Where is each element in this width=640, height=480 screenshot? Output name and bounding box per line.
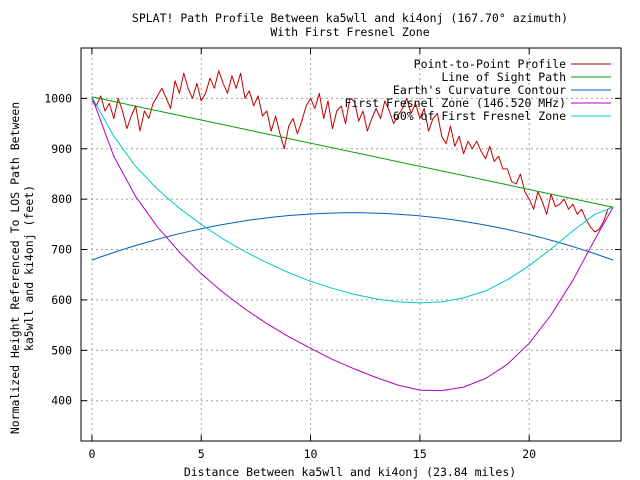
x-tick-label: 10 <box>304 447 318 461</box>
series-line-earth-s-curvature-contour <box>91 212 614 261</box>
legend-label: First Fresnel Zone (146.520 MHz) <box>344 96 566 110</box>
y-tick-label: 800 <box>51 192 72 206</box>
y-tick-label: 1000 <box>44 91 72 105</box>
chart-title: SPLAT! Path Profile Between ka5wll and k… <box>132 11 568 25</box>
legend-label: Earth's Curvature Contour <box>393 83 566 97</box>
legend-label: Line of Sight Path <box>441 70 566 84</box>
y-axis-label-line1: Normalized Height Referenced To LOS Path… <box>8 102 22 434</box>
x-tick-label: 20 <box>522 447 536 461</box>
series-line-line-of-sight-path <box>91 96 614 208</box>
y-axis-label-line2: ka5wll and ki4onj (feet) <box>22 185 36 351</box>
chart-subtitle: With First Fresnel Zone <box>270 25 429 39</box>
grid <box>81 48 621 441</box>
y-tick-label: 900 <box>51 142 72 156</box>
legend-label: 60% of First Fresnel Zone <box>393 109 566 123</box>
x-tick-label: 5 <box>198 447 205 461</box>
x-tick-label: 15 <box>413 447 427 461</box>
x-tick-label: 0 <box>88 447 95 461</box>
x-axis-label: Distance Between ka5wll and ki4onj (23.8… <box>184 465 516 479</box>
axis-ticks: 0 5 10 15 20 400 500 600 700 800 900 1000 <box>44 48 621 461</box>
series-line-60-of-first-fresnel-zone <box>91 96 614 304</box>
y-tick-label: 600 <box>51 293 72 307</box>
y-tick-label: 400 <box>51 394 72 408</box>
series-lines <box>91 70 614 392</box>
series-line-point-to-point-profile <box>91 70 614 233</box>
legend-label: Point-to-Point Profile <box>414 57 566 71</box>
plot-frame <box>80 47 622 442</box>
y-tick-label: 700 <box>51 243 72 257</box>
y-tick-label: 500 <box>51 343 72 357</box>
series-line-first-fresnel-zone-146-520-mhz <box>91 96 614 392</box>
